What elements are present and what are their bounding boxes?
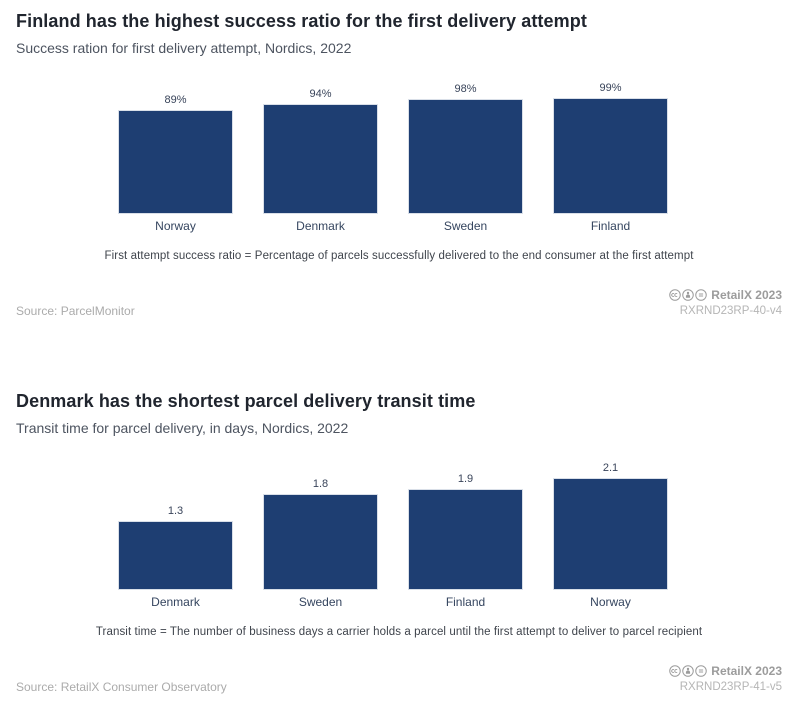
bar-value-label: 2.1 — [602, 462, 619, 474]
report-code: RXRND23RP-41-v5 — [679, 681, 782, 693]
bar-chart-transit-time: 1.3 1.8 1.9 2.1 Denmark Sweden Finland Norway — [118, 462, 668, 609]
bar-chart-success-ratio: 89% 94% 98% 99% Norway Denmark Sweden Finland — [118, 82, 668, 233]
cc-by-icon — [682, 665, 695, 677]
bar-column-norway: 89% — [118, 94, 233, 214]
bar-column-sweden: 1.8 — [263, 478, 378, 590]
bar-finland — [408, 489, 523, 590]
credit-line: RetailX 2023 — [669, 288, 782, 302]
cc-nd-icon — [695, 289, 708, 301]
bar-category-label: Norway — [590, 595, 631, 609]
chart-section-first-delivery-success: Finland has the highest success ratio fo… — [16, 8, 782, 318]
credit-block: RetailX 2023 RXRND23RP-40-v4 — [669, 288, 782, 318]
bar-norway — [118, 110, 233, 214]
chart-section-transit-time: Denmark has the shortest parcel delivery… — [16, 388, 782, 694]
bar-column-finland: 99% — [553, 82, 668, 214]
cc-nd-icon — [695, 665, 708, 677]
bar-column-sweden: 98% — [408, 83, 523, 214]
bars-row: 1.3 1.8 1.9 2.1 — [118, 462, 668, 590]
chart-title: Denmark has the shortest parcel delivery… — [16, 391, 476, 411]
bar-denmark — [263, 104, 378, 214]
bar-category-label: Denmark — [296, 219, 345, 233]
bar-value-label: 94% — [309, 88, 332, 100]
bar-category-label: Sweden — [443, 219, 488, 233]
bar-sweden — [263, 494, 378, 590]
bar-sweden — [408, 99, 523, 214]
bar-value-label: 1.9 — [457, 473, 474, 485]
bar-value-label: 1.8 — [312, 478, 329, 490]
bar-category-label: Sweden — [298, 595, 343, 609]
bar-category-label: Finland — [445, 595, 486, 609]
bar-category-label: Finland — [590, 219, 631, 233]
credit-text: RetailX 2023 — [711, 288, 782, 302]
bar-value-label: 1.3 — [167, 505, 184, 517]
bar-category-label: Norway — [155, 219, 196, 233]
source-row: Source: RetailX Consumer Observatory Ret… — [16, 664, 782, 694]
source-row: Source: ParcelMonitor RetailX 2023 RXRND… — [16, 288, 782, 318]
bar-column-denmark: 1.3 — [118, 505, 233, 590]
chart-title: Finland has the highest success ratio fo… — [16, 11, 587, 31]
bar-value-label: 98% — [454, 83, 477, 95]
cc-icon — [669, 289, 682, 301]
source-text: Source: RetailX Consumer Observatory — [16, 680, 227, 694]
bar-category-label: Denmark — [151, 595, 200, 609]
bar-value-label: 89% — [164, 94, 187, 106]
bar-value-label: 99% — [599, 82, 622, 94]
cc-by-icon — [682, 289, 695, 301]
report-code: RXRND23RP-40-v4 — [679, 305, 782, 317]
bar-column-finland: 1.9 — [408, 473, 523, 590]
credit-line: RetailX 2023 — [669, 664, 782, 678]
bar-column-denmark: 94% — [263, 88, 378, 214]
credit-block: RetailX 2023 RXRND23RP-41-v5 — [669, 664, 782, 694]
chart-footnote: First attempt success ratio = Percentage… — [104, 250, 694, 262]
source-text: Source: ParcelMonitor — [16, 304, 135, 318]
bar-column-norway: 2.1 — [553, 462, 668, 590]
chart-subtitle: Transit time for parcel delivery, in day… — [16, 420, 349, 436]
chart-subtitle: Success ration for first delivery attemp… — [16, 40, 352, 56]
chart-footnote: Transit time = The number of business da… — [95, 626, 703, 638]
bars-row: 89% 94% 98% 99% — [118, 82, 668, 214]
bar-denmark — [118, 521, 233, 590]
bar-finland — [553, 98, 668, 214]
bar-norway — [553, 478, 668, 590]
cc-icon — [669, 665, 682, 677]
category-labels-row: Norway Denmark Sweden Finland — [118, 219, 668, 233]
credit-text: RetailX 2023 — [711, 664, 782, 678]
category-labels-row: Denmark Sweden Finland Norway — [118, 595, 668, 609]
